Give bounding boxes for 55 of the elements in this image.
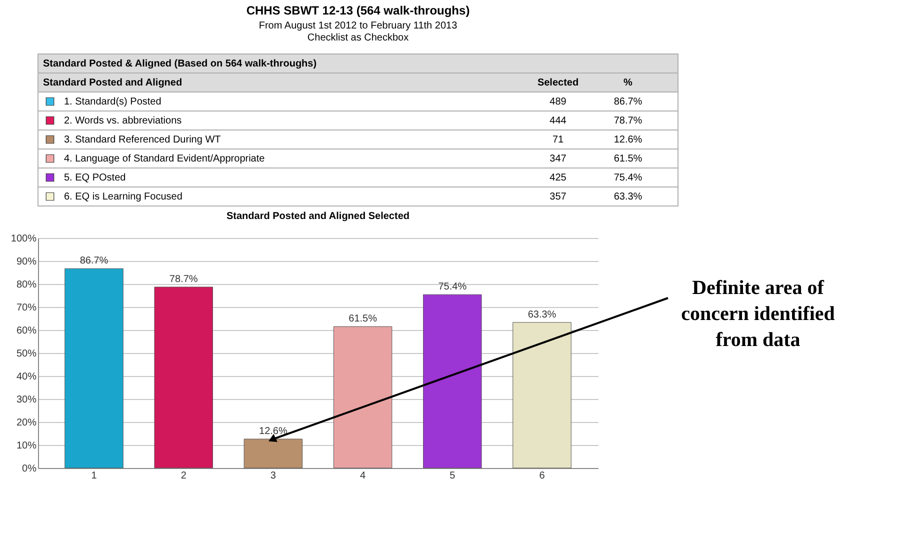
data-label: 61.5% xyxy=(614,154,642,164)
data-label: 75.4% xyxy=(438,282,467,293)
x-tick-label: 6 xyxy=(539,470,546,482)
series-label: Selected xyxy=(537,78,579,88)
y-tick-label: 20% xyxy=(16,418,37,428)
data-label: 86.7% xyxy=(80,256,108,267)
category-label: 4. Language of Standard Evident/Appropriate xyxy=(64,154,266,164)
chart-title: Standard Posted and Aligned Selected xyxy=(226,211,410,222)
data-label: 86.7% xyxy=(614,96,642,108)
bar xyxy=(64,268,124,468)
y-tick-label: 0% xyxy=(22,464,37,474)
y-tick-label: 60% xyxy=(16,326,37,336)
bar xyxy=(244,438,303,468)
bar xyxy=(154,286,213,468)
data-label: 425 xyxy=(550,172,567,184)
y-tick-label: 10% xyxy=(16,440,37,452)
y-tick-label: 30% xyxy=(16,394,37,406)
text: From August 1st 2012 to February 11th 2013 Checklist as Checkbox xyxy=(258,20,458,44)
data-label: 12.6% xyxy=(259,426,288,438)
y-tick-label: 90% xyxy=(16,256,37,268)
category-label: 2. Words vs. abbreviations xyxy=(64,116,182,126)
y-tick-label: 80% xyxy=(16,280,37,290)
data-label: 347 xyxy=(550,154,567,164)
bar xyxy=(512,322,572,468)
bar xyxy=(333,326,392,468)
x-tick-label: 2 xyxy=(180,470,187,482)
bar xyxy=(423,294,482,468)
data-label: 61.5% xyxy=(348,314,378,325)
y-tick-label: 70% xyxy=(16,302,37,314)
text: Standard Posted and Aligned xyxy=(43,78,182,88)
data-label: 63.3% xyxy=(614,192,642,202)
category-label: 5. EQ POsted xyxy=(64,172,126,184)
data-label: 12.6% xyxy=(614,134,642,146)
category-label: 1. Standard(s) Posted xyxy=(64,96,162,108)
data-label: 63.3% xyxy=(528,309,556,320)
data-label: 78.7% xyxy=(614,116,642,126)
data-label: 357 xyxy=(550,192,567,202)
data-label: 78.7% xyxy=(169,274,198,285)
data-label: 489 xyxy=(550,96,567,108)
category-label: 3. Standard Referenced During WT xyxy=(64,134,221,146)
data-label: 71 xyxy=(552,134,564,146)
text: CHHS SBWT 12-13 (564 walk-throughs) xyxy=(246,4,470,18)
y-tick-label: 50% xyxy=(16,348,37,360)
x-tick-label: 5 xyxy=(450,470,456,482)
annotation: Definite area of concern identified from data xyxy=(681,277,835,351)
x-tick-label: 3 xyxy=(270,470,276,482)
y-tick-label: 40% xyxy=(16,372,37,382)
category-label: 6. EQ is Learning Focused xyxy=(64,192,182,202)
x-tick-label: 1 xyxy=(91,470,98,482)
text: % xyxy=(624,78,633,88)
data-label: 75.4% xyxy=(614,172,642,184)
data-label: 444 xyxy=(550,116,567,126)
text: Standard Posted & Aligned (Based on 564 walk-throughs) xyxy=(43,58,317,70)
x-tick-label: 4 xyxy=(360,470,366,482)
y-tick-label: 100% xyxy=(10,234,37,244)
